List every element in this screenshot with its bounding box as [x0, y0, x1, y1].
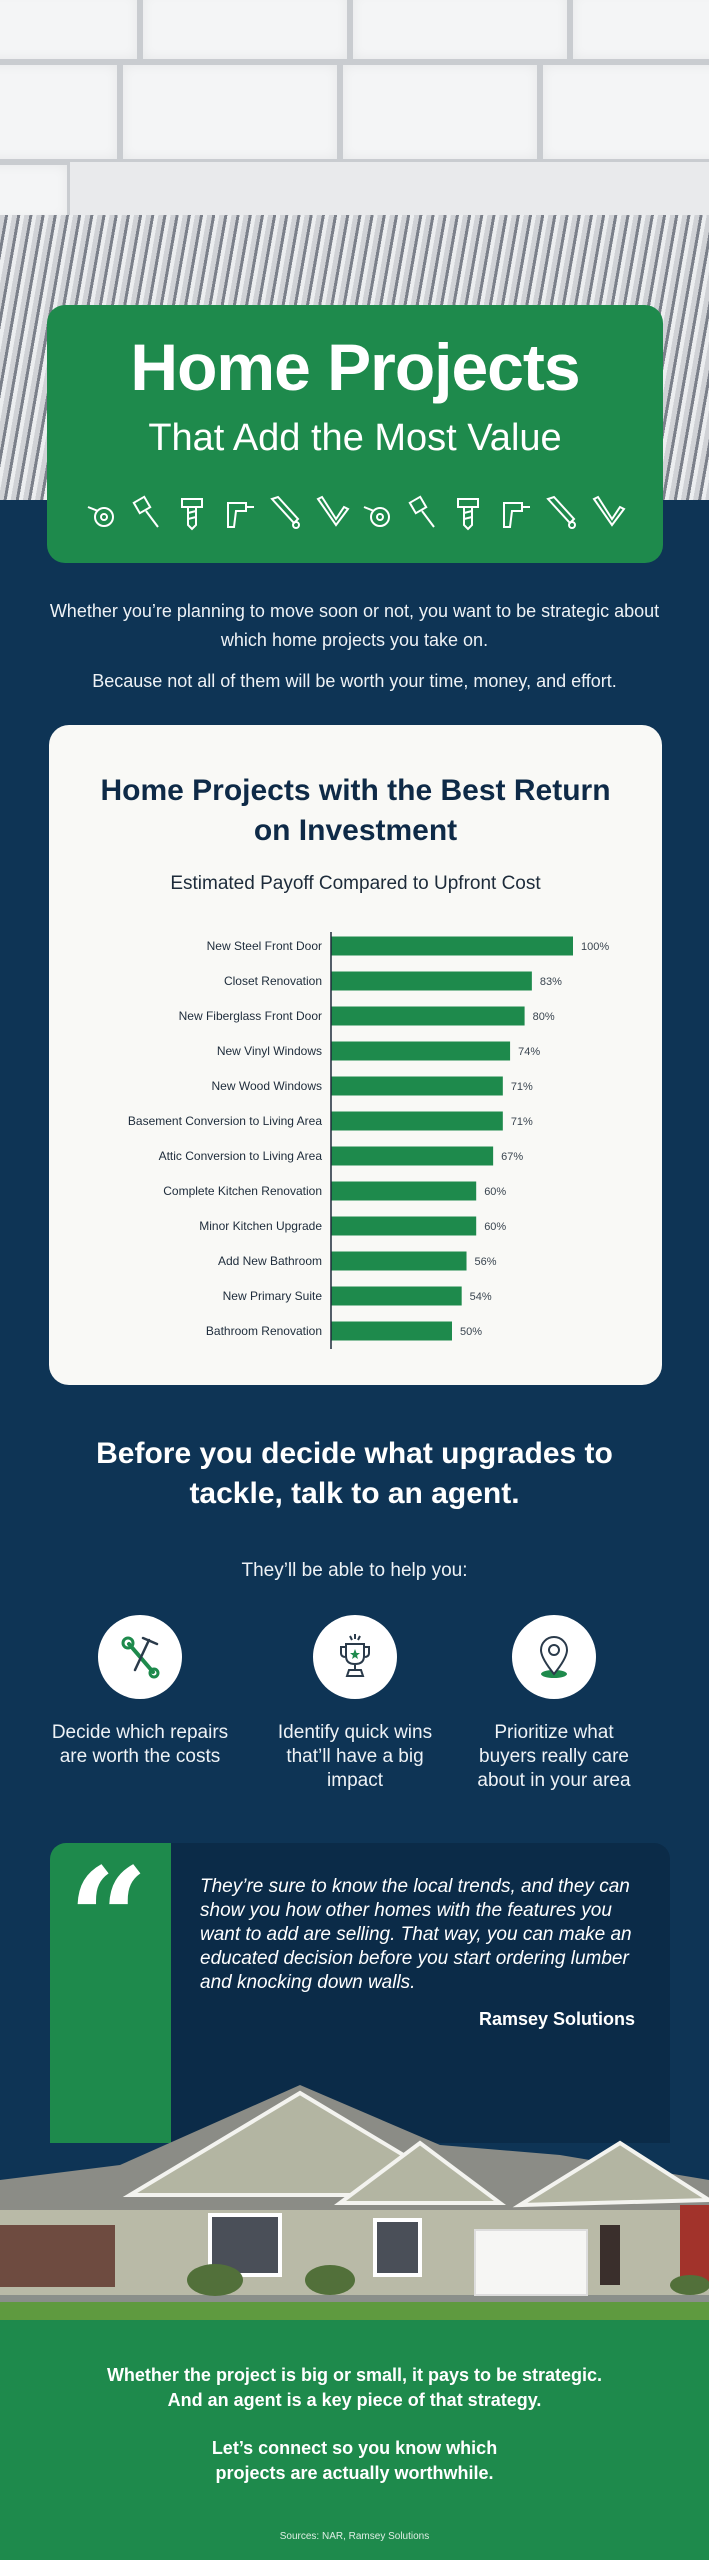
- tape-measure-icon: [363, 506, 390, 527]
- value-label: 71%: [511, 1116, 533, 1128]
- quote-accent-strip: [50, 1843, 171, 2143]
- value-label: 60%: [484, 1186, 506, 1198]
- saw-icon: [270, 495, 300, 529]
- chart-card: Home Projects with the Best Return on In…: [49, 725, 662, 1385]
- tape-measure-icon: [87, 506, 114, 527]
- agent-lead: They’ll be able to help you:: [241, 1560, 468, 1581]
- paintbrush-icon: [132, 495, 159, 528]
- category-label: New Wood Windows: [212, 1079, 322, 1093]
- hammer-wrench-icon: [98, 1615, 182, 1699]
- footer-text-2: Let’s connect so you know which projects…: [211, 2438, 498, 2483]
- hero-subtitle: That Add the Most Value: [148, 417, 562, 459]
- tool-icons-row: [47, 495, 663, 533]
- value-label: 56%: [475, 1256, 497, 1268]
- location-pin-icon: [512, 1615, 596, 1699]
- category-label: Complete Kitchen Renovation: [163, 1184, 322, 1198]
- drill-icon: [503, 502, 530, 528]
- footer-text-1: Whether the project is big or small, it …: [106, 2365, 603, 2410]
- drill-icon: [227, 502, 254, 528]
- category-label: Basement Conversion to Living Area: [128, 1114, 322, 1128]
- paintbrush-icon: [408, 495, 435, 528]
- help-item-1: [98, 1615, 182, 1699]
- footer-text: Whether the project is big or small, it …: [60, 2363, 649, 2486]
- bar: [331, 1181, 477, 1201]
- category-label: Bathroom Renovation: [206, 1324, 322, 1338]
- help-text-3: Prioritize what buyers really care about…: [477, 1722, 631, 1791]
- trophy-icon: [313, 1615, 397, 1699]
- value-label: 54%: [470, 1291, 492, 1303]
- quote-text: They’re sure to know the local trends, a…: [200, 1876, 632, 1993]
- square-ruler-icon: [592, 495, 626, 527]
- category-label: Add New Bathroom: [218, 1254, 322, 1268]
- bar: [331, 1111, 503, 1131]
- category-label: Closet Renovation: [224, 974, 322, 988]
- bar: [331, 1146, 494, 1166]
- agent-heading: Before you decide what upgrades to tackl…: [96, 1437, 613, 1510]
- bar: [331, 936, 573, 956]
- category-label: New Fiberglass Front Door: [179, 1009, 322, 1023]
- quote-author: Ramsey Solutions: [478, 2009, 635, 2029]
- intro-text-2: Because not all of them will be worth yo…: [92, 671, 617, 691]
- quote-mark-icon: “: [68, 1838, 149, 2002]
- value-label: 50%: [460, 1326, 482, 1338]
- help-text-2: Identify quick wins that’ll have a big i…: [277, 1722, 433, 1791]
- bar: [331, 971, 532, 991]
- value-label: 83%: [540, 976, 562, 988]
- hero-title: Home Projects: [130, 330, 580, 404]
- screw-icon: [457, 498, 479, 531]
- bar: [331, 1216, 477, 1236]
- screw-icon: [181, 498, 203, 531]
- value-label: 67%: [501, 1151, 523, 1163]
- intro: Whether you’re planning to move soon or …: [40, 597, 669, 696]
- help-item-3: [512, 1615, 596, 1699]
- bar: [331, 1041, 511, 1061]
- value-label: 100%: [581, 941, 609, 953]
- bar: [331, 1006, 525, 1026]
- house-photo: [0, 2085, 709, 2323]
- chart-subtitle: Estimated Payoff Compared to Upfront Cos…: [170, 873, 541, 894]
- hero-banner: Home Projects That Add the Most Value: [47, 305, 663, 563]
- sources: Sources: NAR, Ramsey Solutions: [279, 2531, 430, 2542]
- saw-icon: [546, 495, 576, 529]
- intro-text: Whether you’re planning to move soon or …: [49, 601, 660, 650]
- category-label: New Vinyl Windows: [217, 1044, 322, 1058]
- bar: [331, 1286, 462, 1306]
- help-item-2: [313, 1615, 397, 1699]
- footer-banner: Whether the project is big or small, it …: [0, 2320, 709, 2560]
- help-text-1: Decide which repairs are worth the costs: [51, 1722, 229, 1767]
- category-label: New Steel Front Door: [207, 939, 322, 953]
- chart-title: Home Projects with the Best Return on In…: [100, 774, 611, 847]
- value-label: 74%: [518, 1046, 540, 1058]
- bar-chart: New Steel Front Door 100% Closet Renovatio…: [128, 932, 609, 1349]
- value-label: 71%: [511, 1081, 533, 1093]
- category-label: New Primary Suite: [223, 1289, 323, 1303]
- bar: [331, 1076, 503, 1096]
- bar: [331, 1251, 467, 1271]
- category-label: Minor Kitchen Upgrade: [199, 1219, 322, 1233]
- value-label: 60%: [484, 1221, 506, 1233]
- bar: [331, 1321, 452, 1341]
- quote: They’re sure to know the local trends, a…: [200, 1875, 655, 2030]
- square-ruler-icon: [316, 495, 350, 527]
- category-label: Attic Conversion to Living Area: [159, 1149, 323, 1163]
- value-label: 80%: [533, 1011, 555, 1023]
